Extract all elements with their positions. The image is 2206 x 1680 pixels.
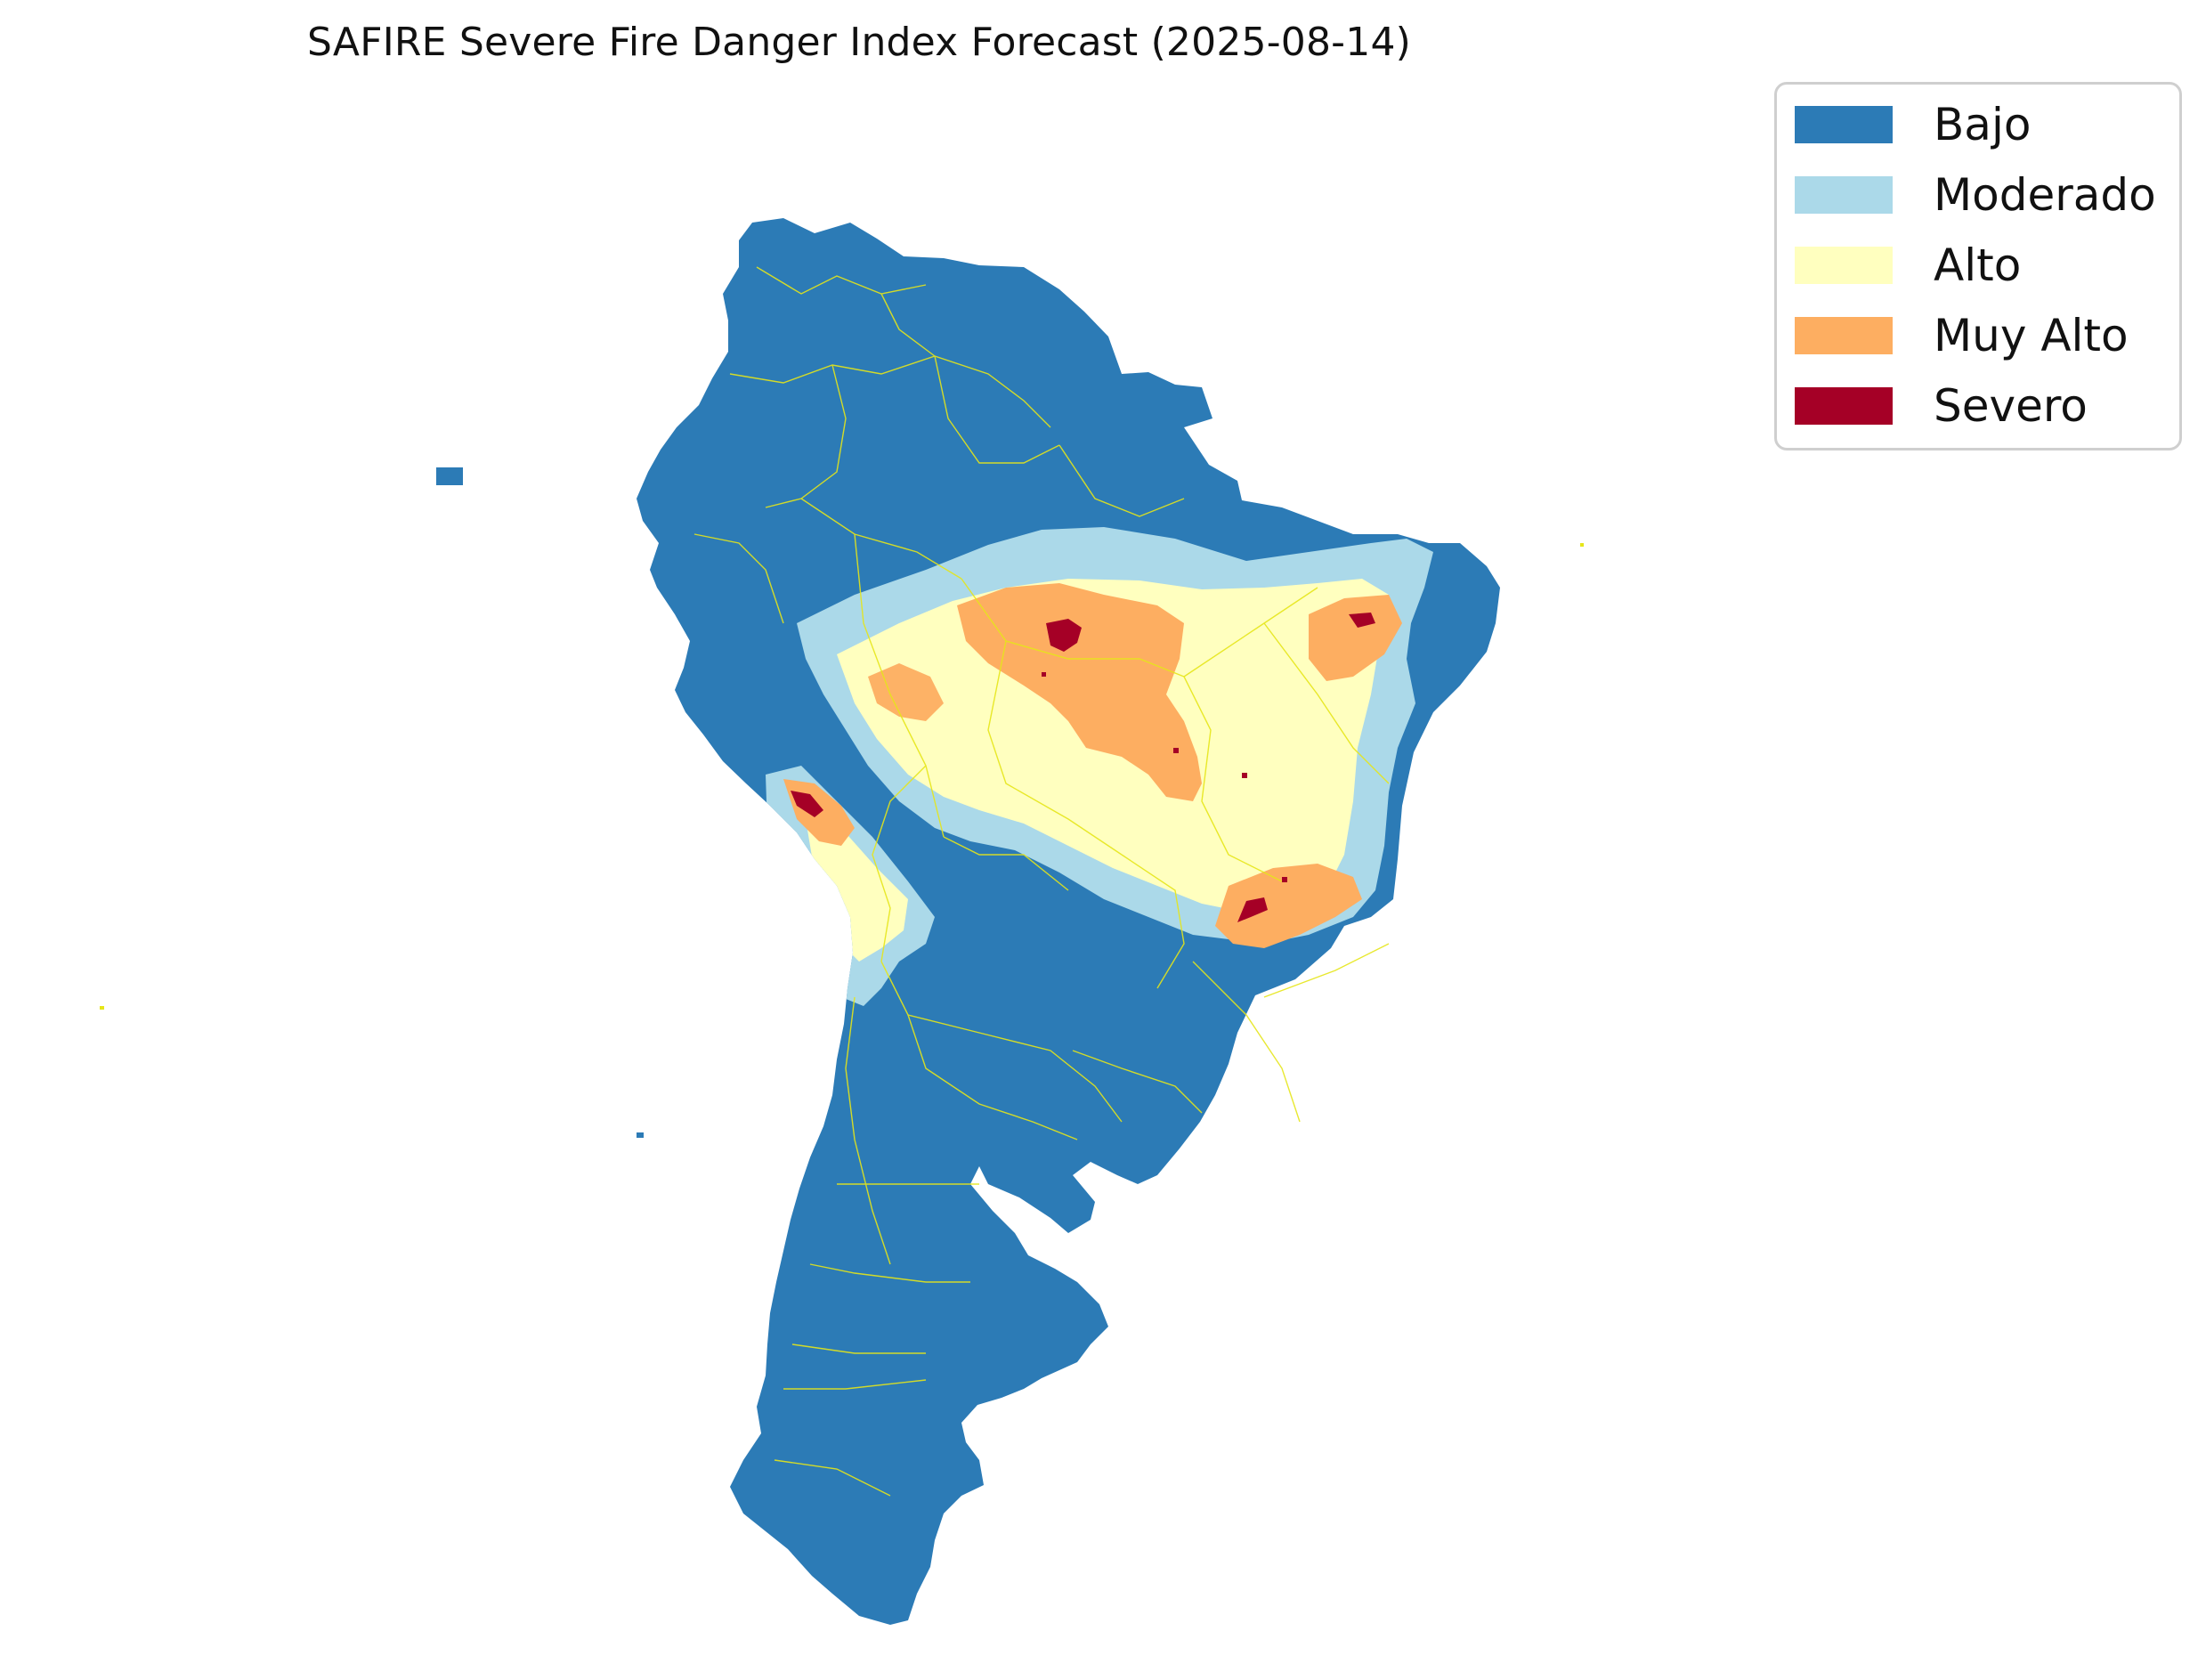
legend-item-moderado: Moderado xyxy=(1795,167,2156,223)
legend-label-severo: Severo xyxy=(1934,380,2088,432)
fire-danger-zones xyxy=(766,527,1433,1006)
legend-swatch-muy-alto xyxy=(1795,317,1893,354)
zone-severo-spot-2 xyxy=(1242,773,1247,778)
island-small-3 xyxy=(100,1006,104,1010)
legend: Bajo Moderado Alto Muy Alto Severo xyxy=(1774,82,2182,450)
zone-severo-northeast xyxy=(1349,613,1375,628)
zone-muy-alto-west xyxy=(868,663,944,721)
legend-label-muy-alto: Muy Alto xyxy=(1934,310,2129,361)
zone-severo-spot-4 xyxy=(1042,672,1046,677)
zone-muy-alto-northeast xyxy=(1309,595,1402,681)
island-small-1 xyxy=(637,1132,644,1138)
zone-severo-spot-3 xyxy=(1282,877,1287,882)
island-galapagos xyxy=(436,467,463,485)
admin-boundaries xyxy=(693,266,1390,1497)
legend-swatch-moderado xyxy=(1795,176,1893,214)
legend-item-alto: Alto xyxy=(1795,238,2021,293)
south-america-landmass xyxy=(637,218,1500,1625)
legend-swatch-bajo xyxy=(1795,106,1893,143)
zone-severo-central xyxy=(1046,619,1082,652)
map-title: SAFIRE Severe Fire Danger Index Forecast… xyxy=(306,20,1412,65)
legend-label-moderado: Moderado xyxy=(1934,169,2156,221)
zone-severo-andes xyxy=(791,791,823,817)
zone-severo-spot xyxy=(1173,748,1179,753)
zone-muy-alto-southeast xyxy=(1215,864,1362,948)
zone-severo-southeast xyxy=(1237,897,1268,922)
legend-label-alto: Alto xyxy=(1934,239,2022,291)
legend-item-severo: Severo xyxy=(1795,378,2088,434)
zone-muy-alto-central xyxy=(957,583,1202,801)
map-area[interactable] xyxy=(0,0,1745,1676)
fire-danger-map xyxy=(100,218,1584,1625)
legend-item-bajo: Bajo xyxy=(1795,97,2031,152)
island-small-2 xyxy=(1580,543,1584,547)
legend-label-bajo: Bajo xyxy=(1934,99,2032,150)
legend-swatch-severo xyxy=(1795,387,1893,425)
legend-swatch-alto xyxy=(1795,247,1893,284)
zone-alto-andes xyxy=(806,819,908,962)
legend-item-muy-alto: Muy Alto xyxy=(1795,308,2129,363)
